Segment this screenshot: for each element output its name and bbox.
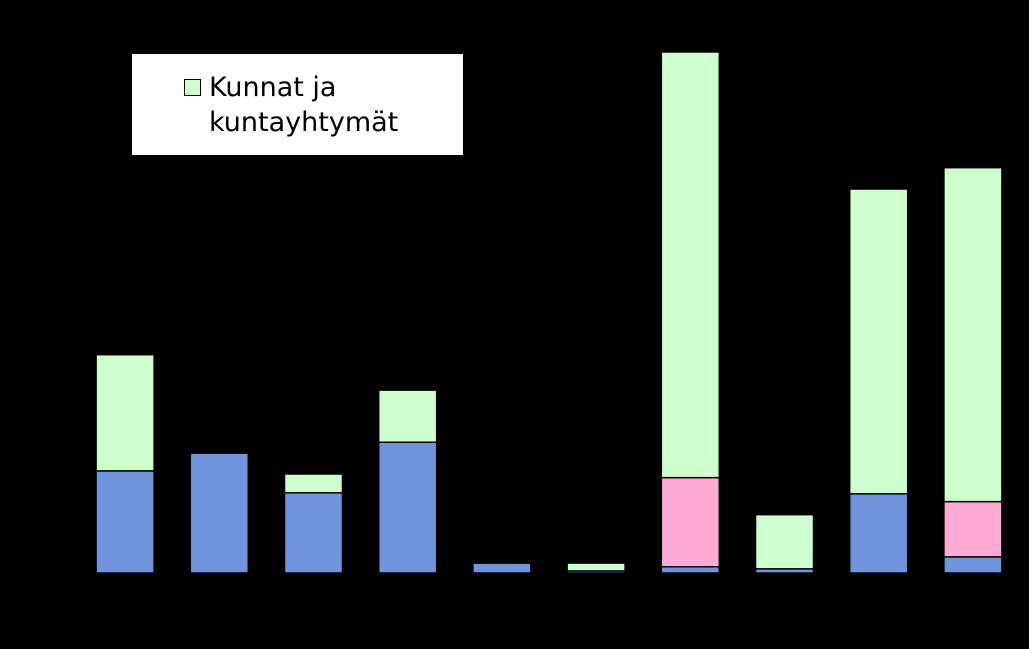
bar-segment [660,476,721,568]
bar-segment [848,493,909,574]
bar-segment [566,562,626,572]
bar-segment [660,565,721,574]
bar-segment [943,166,1003,503]
legend: Kunnat ja kuntayhtymät [132,54,463,155]
bar-segment [95,353,155,472]
bar-segment [848,188,909,495]
legend-label: Kunnat ja kuntayhtymät [209,72,399,138]
bar-segment [95,470,155,574]
bar-segment [377,389,438,443]
legend-item: Kunnat ja kuntayhtymät [184,70,439,140]
legend-swatch [184,79,201,96]
bar-segment [189,452,250,574]
bar-segment [472,562,532,574]
bar-segment [377,441,438,574]
bar-segment [660,51,721,479]
bar-segment [943,500,1003,558]
bar-segment [943,556,1003,574]
bar-segment [754,513,815,570]
bar-segment [283,492,344,574]
bar-segment [283,473,344,494]
